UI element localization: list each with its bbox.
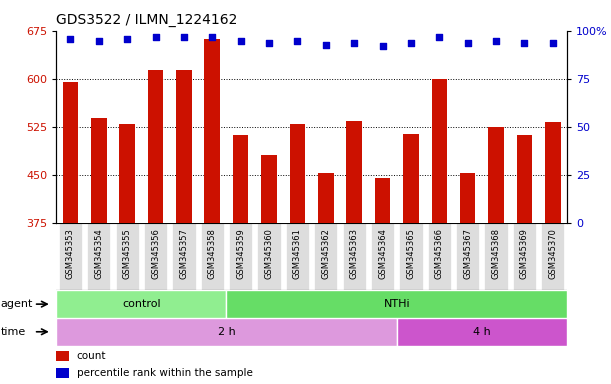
Text: GSM345358: GSM345358 — [208, 228, 217, 279]
Text: 4 h: 4 h — [473, 327, 491, 337]
Point — [207, 34, 217, 40]
Bar — [262, 155, 277, 223]
Bar — [56, 318, 397, 346]
Point — [406, 40, 416, 46]
Bar — [397, 318, 567, 346]
Text: GSM345368: GSM345368 — [492, 228, 500, 280]
Bar — [56, 368, 69, 379]
Bar — [227, 290, 567, 318]
Text: GSM345360: GSM345360 — [265, 228, 274, 279]
Point — [94, 38, 104, 44]
Bar — [56, 351, 69, 361]
Bar — [286, 223, 309, 290]
Bar — [488, 127, 504, 223]
Bar — [314, 223, 337, 290]
Bar — [513, 223, 536, 290]
Bar — [545, 122, 561, 223]
Bar — [172, 223, 196, 290]
Point — [463, 40, 472, 46]
Bar — [541, 223, 565, 290]
Point — [434, 34, 444, 40]
Bar — [456, 223, 479, 290]
Text: control: control — [122, 299, 161, 309]
Text: GSM345354: GSM345354 — [94, 228, 103, 279]
Bar — [200, 223, 224, 290]
Text: 2 h: 2 h — [218, 327, 235, 337]
Bar — [460, 172, 475, 223]
Text: GSM345361: GSM345361 — [293, 228, 302, 279]
Text: GSM345355: GSM345355 — [123, 228, 131, 279]
Bar — [148, 70, 163, 223]
Bar — [205, 40, 220, 223]
Point — [151, 34, 161, 40]
Point — [519, 40, 529, 46]
Point — [378, 43, 387, 50]
Bar — [318, 173, 334, 223]
Bar — [403, 134, 419, 223]
Text: GDS3522 / ILMN_1224162: GDS3522 / ILMN_1224162 — [56, 13, 238, 27]
Point — [179, 34, 189, 40]
Text: GSM345356: GSM345356 — [151, 228, 160, 279]
Bar — [257, 223, 280, 290]
Point — [122, 36, 132, 42]
Bar — [517, 135, 532, 223]
Bar — [119, 124, 135, 223]
Text: GSM345367: GSM345367 — [463, 228, 472, 280]
Text: GSM345366: GSM345366 — [435, 228, 444, 280]
Bar — [431, 79, 447, 223]
Text: GSM345353: GSM345353 — [66, 228, 75, 279]
Text: GSM345357: GSM345357 — [180, 228, 188, 279]
Text: agent: agent — [1, 299, 33, 309]
Point — [321, 41, 331, 48]
Bar — [62, 82, 78, 223]
Bar — [87, 223, 111, 290]
Bar — [115, 223, 139, 290]
Text: GSM345365: GSM345365 — [406, 228, 415, 279]
Point — [65, 36, 75, 42]
Bar — [176, 70, 192, 223]
Text: percentile rank within the sample: percentile rank within the sample — [76, 368, 252, 378]
Point — [293, 38, 302, 44]
Point — [349, 40, 359, 46]
Text: NTHi: NTHi — [384, 299, 410, 309]
Text: GSM345363: GSM345363 — [349, 228, 359, 280]
Point — [491, 38, 501, 44]
Bar — [343, 223, 366, 290]
Text: GSM345370: GSM345370 — [548, 228, 557, 279]
Bar — [400, 223, 423, 290]
Bar — [144, 223, 167, 290]
Bar — [346, 121, 362, 223]
Bar — [229, 223, 252, 290]
Point — [548, 40, 558, 46]
Bar — [290, 124, 306, 223]
Text: GSM345362: GSM345362 — [321, 228, 331, 279]
Text: GSM345364: GSM345364 — [378, 228, 387, 279]
Text: GSM345359: GSM345359 — [236, 228, 245, 279]
Text: count: count — [76, 351, 106, 361]
Bar — [428, 223, 451, 290]
Bar — [56, 290, 227, 318]
Bar — [91, 118, 106, 223]
Bar — [371, 223, 394, 290]
Bar — [59, 223, 82, 290]
Bar — [233, 135, 249, 223]
Bar — [485, 223, 508, 290]
Bar — [375, 178, 390, 223]
Point — [236, 38, 246, 44]
Point — [264, 40, 274, 46]
Text: GSM345369: GSM345369 — [520, 228, 529, 279]
Text: time: time — [1, 327, 26, 337]
